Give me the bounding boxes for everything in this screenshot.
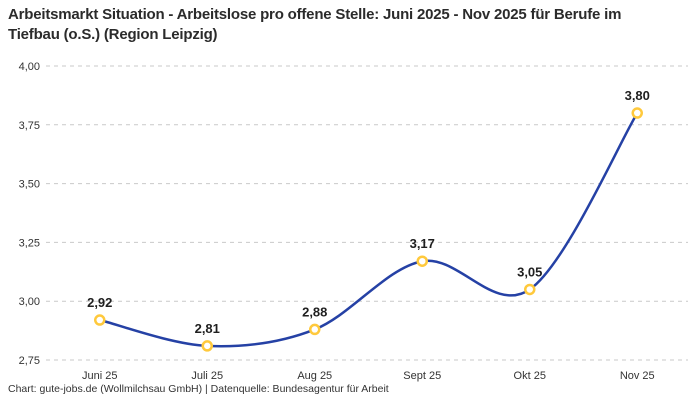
y-tick-label: 3,75 bbox=[19, 120, 40, 132]
data-point-marker bbox=[309, 323, 321, 336]
data-point-label: 3,05 bbox=[517, 264, 542, 279]
data-point-label: 3,80 bbox=[625, 88, 650, 103]
series-line bbox=[98, 111, 639, 348]
gridlines-layer bbox=[46, 65, 688, 361]
data-point-marker bbox=[524, 283, 536, 296]
chart-footer-attribution: Chart: gute-jobs.de (Wollmilchsau GmbH) … bbox=[8, 383, 389, 395]
data-point-label: 3,17 bbox=[410, 236, 435, 251]
y-tick-label: 3,50 bbox=[19, 179, 40, 191]
y-tick-label: 3,25 bbox=[19, 237, 40, 249]
y-axis-labels: 2,75 3,00 3,25 3,50 3,75 4,00 bbox=[19, 61, 40, 367]
y-tick-label: 3,00 bbox=[19, 296, 40, 308]
x-tick-label: Juli 25 bbox=[191, 370, 223, 382]
x-tick-label: Nov 25 bbox=[620, 370, 655, 382]
data-point-label: 2,88 bbox=[302, 304, 327, 319]
data-point-marker bbox=[201, 340, 213, 352]
data-point-markers bbox=[94, 107, 643, 352]
data-point-label: 2,81 bbox=[195, 321, 220, 336]
y-tick-label: 4,00 bbox=[19, 61, 40, 73]
x-tick-label: Sept 25 bbox=[403, 370, 441, 382]
data-point-marker bbox=[631, 107, 643, 119]
data-point-label: 2,92 bbox=[87, 295, 112, 310]
x-tick-label: Aug 25 bbox=[297, 370, 332, 382]
data-point-marker bbox=[416, 255, 428, 267]
chart-title: Arbeitsmarkt Situation - Arbeitslose pro… bbox=[8, 6, 622, 44]
series-line-layer bbox=[98, 111, 639, 348]
x-tick-label: Okt 25 bbox=[514, 370, 546, 382]
y-tick-label: 2,75 bbox=[19, 355, 40, 367]
x-tick-label: Juni 25 bbox=[82, 370, 117, 382]
data-point-marker bbox=[94, 314, 106, 326]
x-axis-labels: Juni 25 Juli 25 Aug 25 Sept 25 Okt 25 Nov 25 bbox=[82, 370, 655, 382]
data-point-labels: 2,92 2,81 2,88 3,17 3,05 3,80 bbox=[87, 88, 650, 336]
